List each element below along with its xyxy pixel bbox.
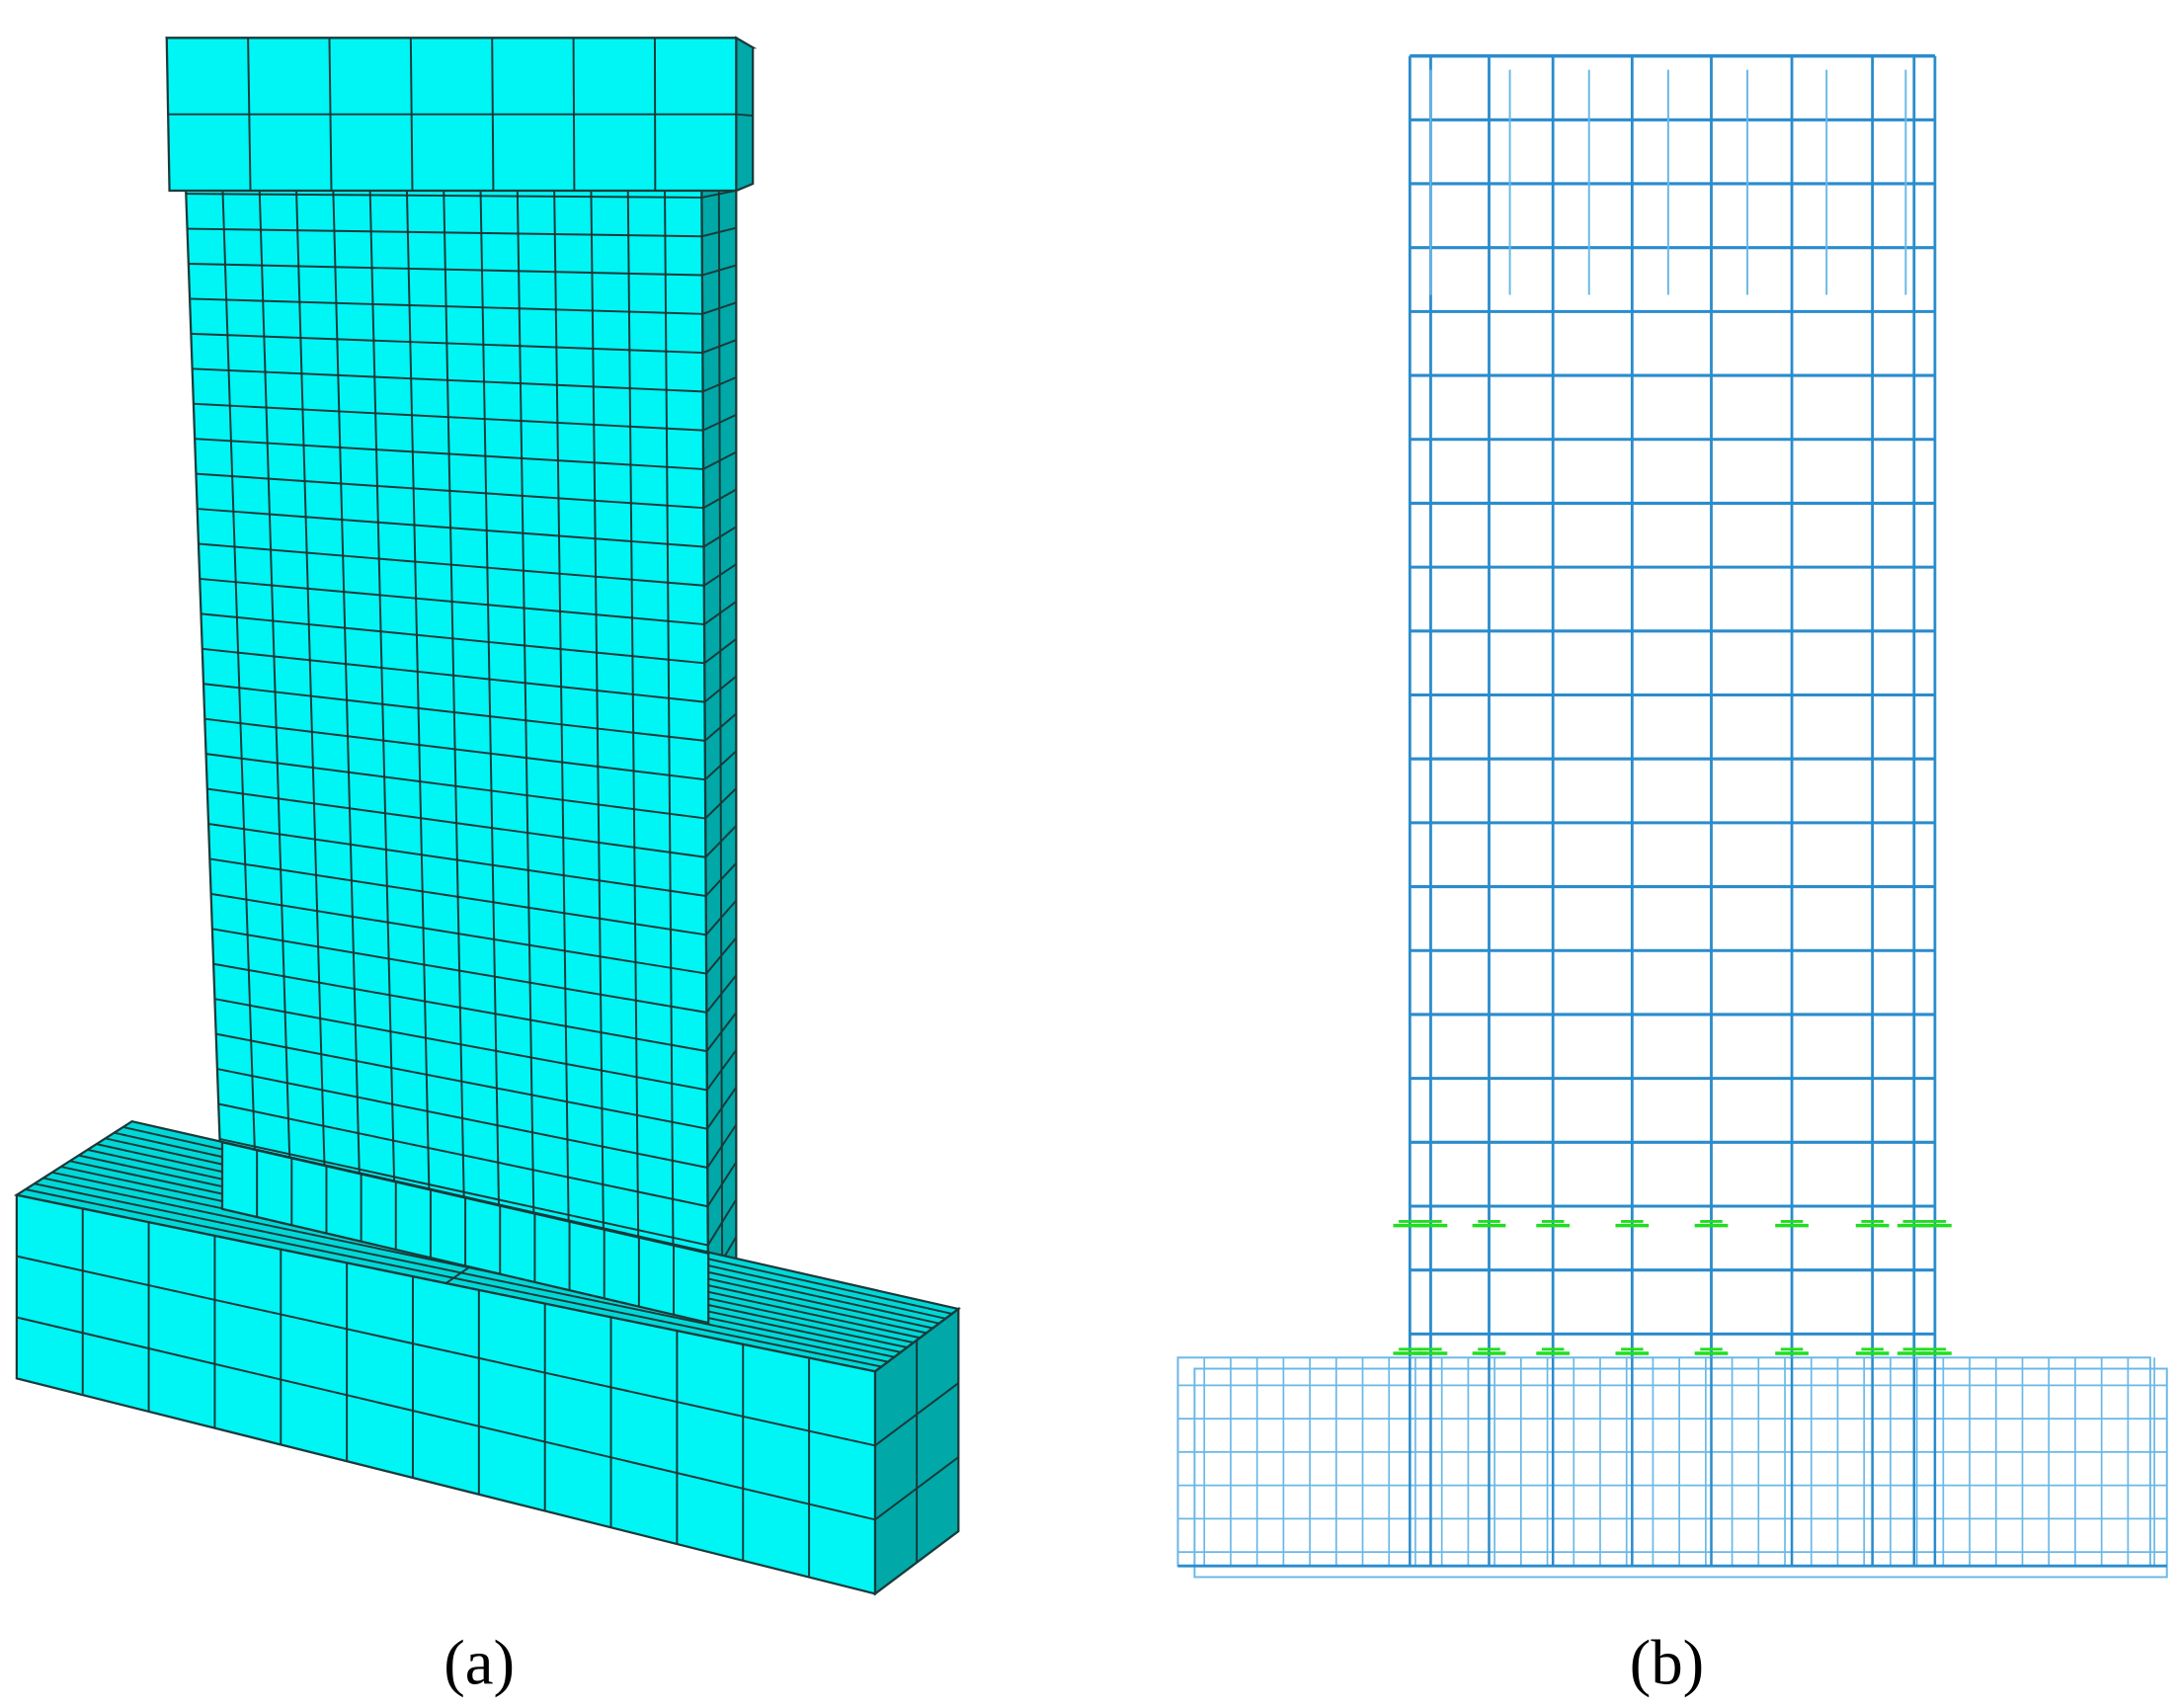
mesh-line bbox=[209, 857, 706, 936]
mesh-line bbox=[736, 113, 754, 118]
mesh-line bbox=[200, 577, 705, 626]
panel-label: (b) bbox=[1630, 1627, 1704, 1699]
mesh-line bbox=[215, 1032, 708, 1130]
mesh-line bbox=[196, 472, 704, 510]
mesh-line bbox=[703, 601, 737, 625]
mesh-line bbox=[703, 563, 737, 587]
mesh-line bbox=[205, 753, 706, 820]
mesh-line bbox=[204, 717, 706, 781]
mesh-line bbox=[191, 332, 703, 355]
mesh-line bbox=[198, 542, 704, 587]
mesh-line bbox=[703, 675, 737, 703]
mesh-line bbox=[706, 1087, 738, 1130]
wireframe-mesh bbox=[1176, 53, 2168, 1579]
mesh-line bbox=[705, 899, 738, 935]
mesh-line bbox=[705, 936, 738, 975]
mesh-line bbox=[706, 1161, 738, 1207]
mesh-line bbox=[704, 862, 738, 897]
mesh-line bbox=[214, 998, 707, 1092]
mesh-line bbox=[701, 226, 737, 238]
mesh-line bbox=[701, 264, 737, 277]
mesh-line bbox=[704, 825, 738, 858]
mesh-line bbox=[702, 526, 737, 548]
panel-label: (a) bbox=[444, 1627, 515, 1699]
mesh-line bbox=[187, 227, 702, 238]
solid-mesh bbox=[13, 36, 961, 1596]
mesh-line bbox=[211, 928, 707, 1014]
mesh-line bbox=[218, 1102, 708, 1208]
mesh-line bbox=[216, 1068, 708, 1169]
mesh-line bbox=[16, 1255, 876, 1447]
mesh-line bbox=[702, 376, 737, 393]
mesh-line bbox=[702, 488, 737, 510]
mesh-line bbox=[705, 974, 738, 1014]
mesh-line bbox=[706, 1198, 738, 1247]
mesh-line bbox=[207, 823, 706, 897]
mesh-line bbox=[190, 297, 703, 315]
mesh-line bbox=[704, 787, 737, 820]
mesh-line bbox=[703, 638, 737, 665]
mesh-line bbox=[705, 1049, 738, 1092]
mesh-line bbox=[705, 1012, 738, 1052]
mesh-line bbox=[195, 438, 704, 470]
mesh-line bbox=[16, 1316, 876, 1521]
mesh-line bbox=[701, 301, 737, 315]
mesh-line bbox=[188, 263, 702, 277]
mesh-line bbox=[704, 712, 737, 742]
mesh-line bbox=[219, 1137, 708, 1247]
mesh-line bbox=[702, 413, 737, 432]
mesh-line bbox=[202, 683, 705, 742]
mesh-line bbox=[192, 367, 703, 393]
rebar-cage bbox=[1176, 1356, 2151, 1568]
mesh-line bbox=[202, 647, 705, 703]
mesh-line bbox=[201, 612, 705, 665]
mesh-line bbox=[701, 339, 737, 354]
mesh-line bbox=[206, 787, 706, 858]
mesh-line bbox=[210, 892, 707, 975]
mesh-line bbox=[874, 1456, 959, 1521]
mesh-line bbox=[706, 1124, 738, 1169]
rebar-cage bbox=[1193, 1367, 2168, 1579]
mesh-line bbox=[704, 750, 737, 780]
mesh-line bbox=[702, 450, 737, 470]
mesh-line bbox=[193, 402, 703, 432]
mesh-line bbox=[212, 962, 707, 1053]
mesh-line bbox=[197, 508, 704, 548]
mesh-line bbox=[874, 1382, 959, 1447]
mesh-line bbox=[186, 193, 702, 199]
